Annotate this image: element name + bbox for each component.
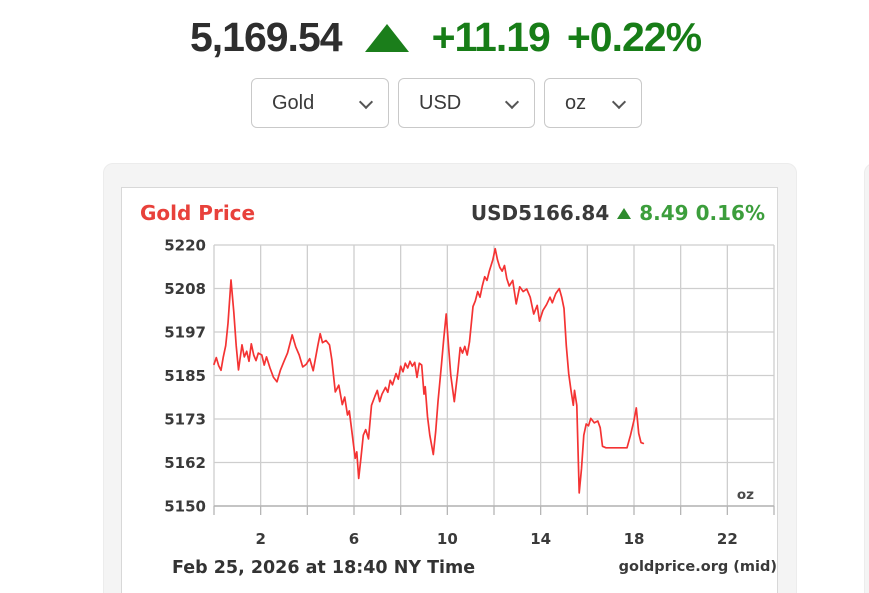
- chart-title: Gold Price: [140, 201, 256, 225]
- y-axis-label: 5173: [164, 411, 206, 429]
- chart-timestamp: Feb 25, 2026 at 18:40 NY Time: [172, 558, 475, 578]
- x-axis-label: 14: [530, 530, 551, 548]
- up-triangle-icon: [364, 23, 409, 52]
- gold-card-container: Gold Price USD5166.84 8.49 0.16% 5220 520…: [103, 163, 797, 593]
- x-axis-label: 18: [624, 530, 645, 548]
- x-axis-label: 6: [349, 530, 359, 548]
- y-axis-label: 5220: [164, 237, 206, 255]
- quote-header: 5,169.54 +11.19 +0.22%: [0, 14, 869, 61]
- chart-source: goldprice.org (mid): [619, 559, 777, 575]
- price-change-percent: +0.22%: [566, 14, 702, 60]
- chart-quote: USD5166.84 8.49 0.16%: [471, 201, 765, 225]
- gold-chart-card: Gold Price USD5166.84 8.49 0.16% 5220 520…: [121, 187, 778, 593]
- gold-price-line: [213, 247, 645, 494]
- y-axis-label: 5150: [164, 498, 206, 516]
- price-change-absolute: +11.19: [431, 14, 551, 60]
- unit-label: oz: [737, 487, 754, 503]
- x-axis-label: 10: [437, 530, 458, 548]
- chart-card-header: Gold Price USD5166.84 8.49 0.16%: [122, 188, 777, 225]
- spot-price: 5,169.54: [189, 14, 343, 60]
- y-axis-label: 5208: [164, 280, 206, 298]
- x-axis-label: 22: [717, 530, 738, 548]
- chart-quote-change: 8.49: [639, 201, 689, 225]
- chart-quote-price: USD5166.84: [470, 201, 610, 225]
- chart-quote-change-pct: 0.16%: [695, 201, 765, 225]
- y-axis-label: 5197: [164, 324, 206, 342]
- currency-select[interactable]: USD: [398, 78, 535, 128]
- selector-row: Gold USD oz: [0, 78, 869, 128]
- next-card-sliver: [864, 163, 869, 593]
- gold-price-chart: 5220 5208 5197 5185 5173 5162 5150 2 6 10 14 18 22 oz…: [164, 237, 777, 579]
- y-axis-label: 5185: [164, 367, 206, 385]
- metal-select[interactable]: Gold: [251, 78, 389, 128]
- unit-select[interactable]: oz: [544, 78, 642, 128]
- up-triangle-icon: [617, 207, 632, 219]
- x-axis-label: 2: [255, 530, 265, 548]
- y-axis-label: 5162: [164, 454, 206, 472]
